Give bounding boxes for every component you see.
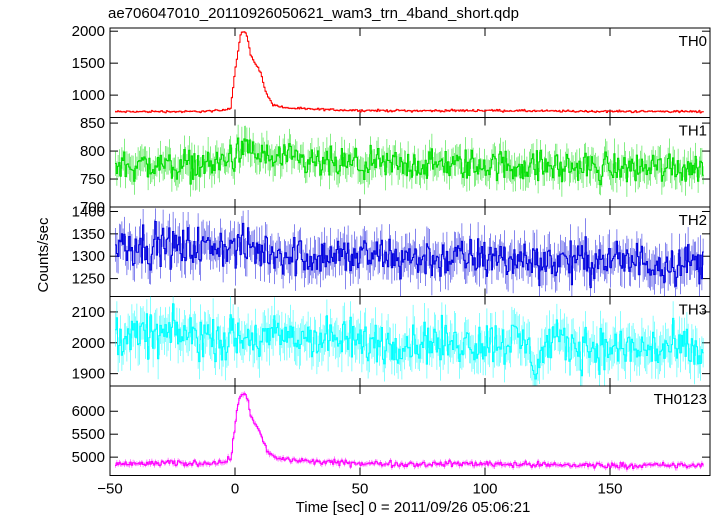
series-line-th1 (115, 137, 704, 186)
y-tick-label: 850 (80, 115, 105, 132)
chart-title: ae706047010_20110926050621_wam3_trn_4ban… (108, 5, 519, 22)
panel-label-th3: TH3 (679, 302, 707, 319)
x-axis-label: Time [sec] 0 = 2011/09/26 05:06:21 (296, 499, 531, 516)
series-line-th3 (115, 303, 704, 380)
series-line-th2 (115, 221, 704, 289)
y-tick-label: 5000 (72, 449, 105, 466)
y-tick-label: 2100 (72, 304, 105, 321)
panel-frame-th0 (109, 27, 711, 118)
series-line-th0123 (115, 393, 704, 470)
y-tick-label: 750 (80, 171, 105, 188)
x-tick-label: 100 (472, 481, 497, 498)
y-tick-label: 1400 (72, 203, 105, 220)
x-tick-label: −50 (97, 481, 122, 498)
y-tick-label: 2000 (72, 335, 105, 352)
y-axis-label: Counts/sec (35, 217, 52, 293)
x-tick-label: 0 (231, 481, 239, 498)
series-th1 (115, 124, 704, 197)
panel-label-th2: TH2 (679, 212, 707, 229)
series-th0123 (115, 391, 704, 472)
panel-label-th1: TH1 (679, 123, 707, 140)
y-tick-label: 1900 (72, 366, 105, 383)
series-line-th0 (115, 31, 704, 114)
y-tick-label: 1300 (72, 248, 105, 265)
series-th3 (115, 296, 704, 386)
y-tick-label: 2000 (72, 23, 105, 40)
y-tick-label: 5500 (72, 426, 105, 443)
x-tick-label: 50 (352, 481, 369, 498)
series-th0 (115, 31, 704, 114)
error-bars-th0 (115, 31, 704, 114)
y-tick-label: 6000 (72, 403, 105, 420)
y-tick-label: 700 (80, 199, 105, 216)
y-tick-label: 1000 (72, 87, 105, 104)
y-tick-label: 1350 (72, 226, 105, 243)
error-bars-th0123 (115, 391, 704, 472)
panel-label-th0123: TH0123 (654, 391, 707, 408)
y-tick-label: 1500 (72, 55, 105, 72)
panel-frame-th0123 (109, 385, 711, 476)
panel-frame-th1 (109, 117, 711, 208)
error-bars-th2 (115, 208, 704, 297)
x-tick-label: 150 (597, 481, 622, 498)
y-tick-label: 1250 (72, 271, 105, 288)
y-tick-label: 800 (80, 143, 105, 160)
panel-label-th0: TH0 (679, 33, 707, 50)
series-th2 (115, 208, 704, 297)
